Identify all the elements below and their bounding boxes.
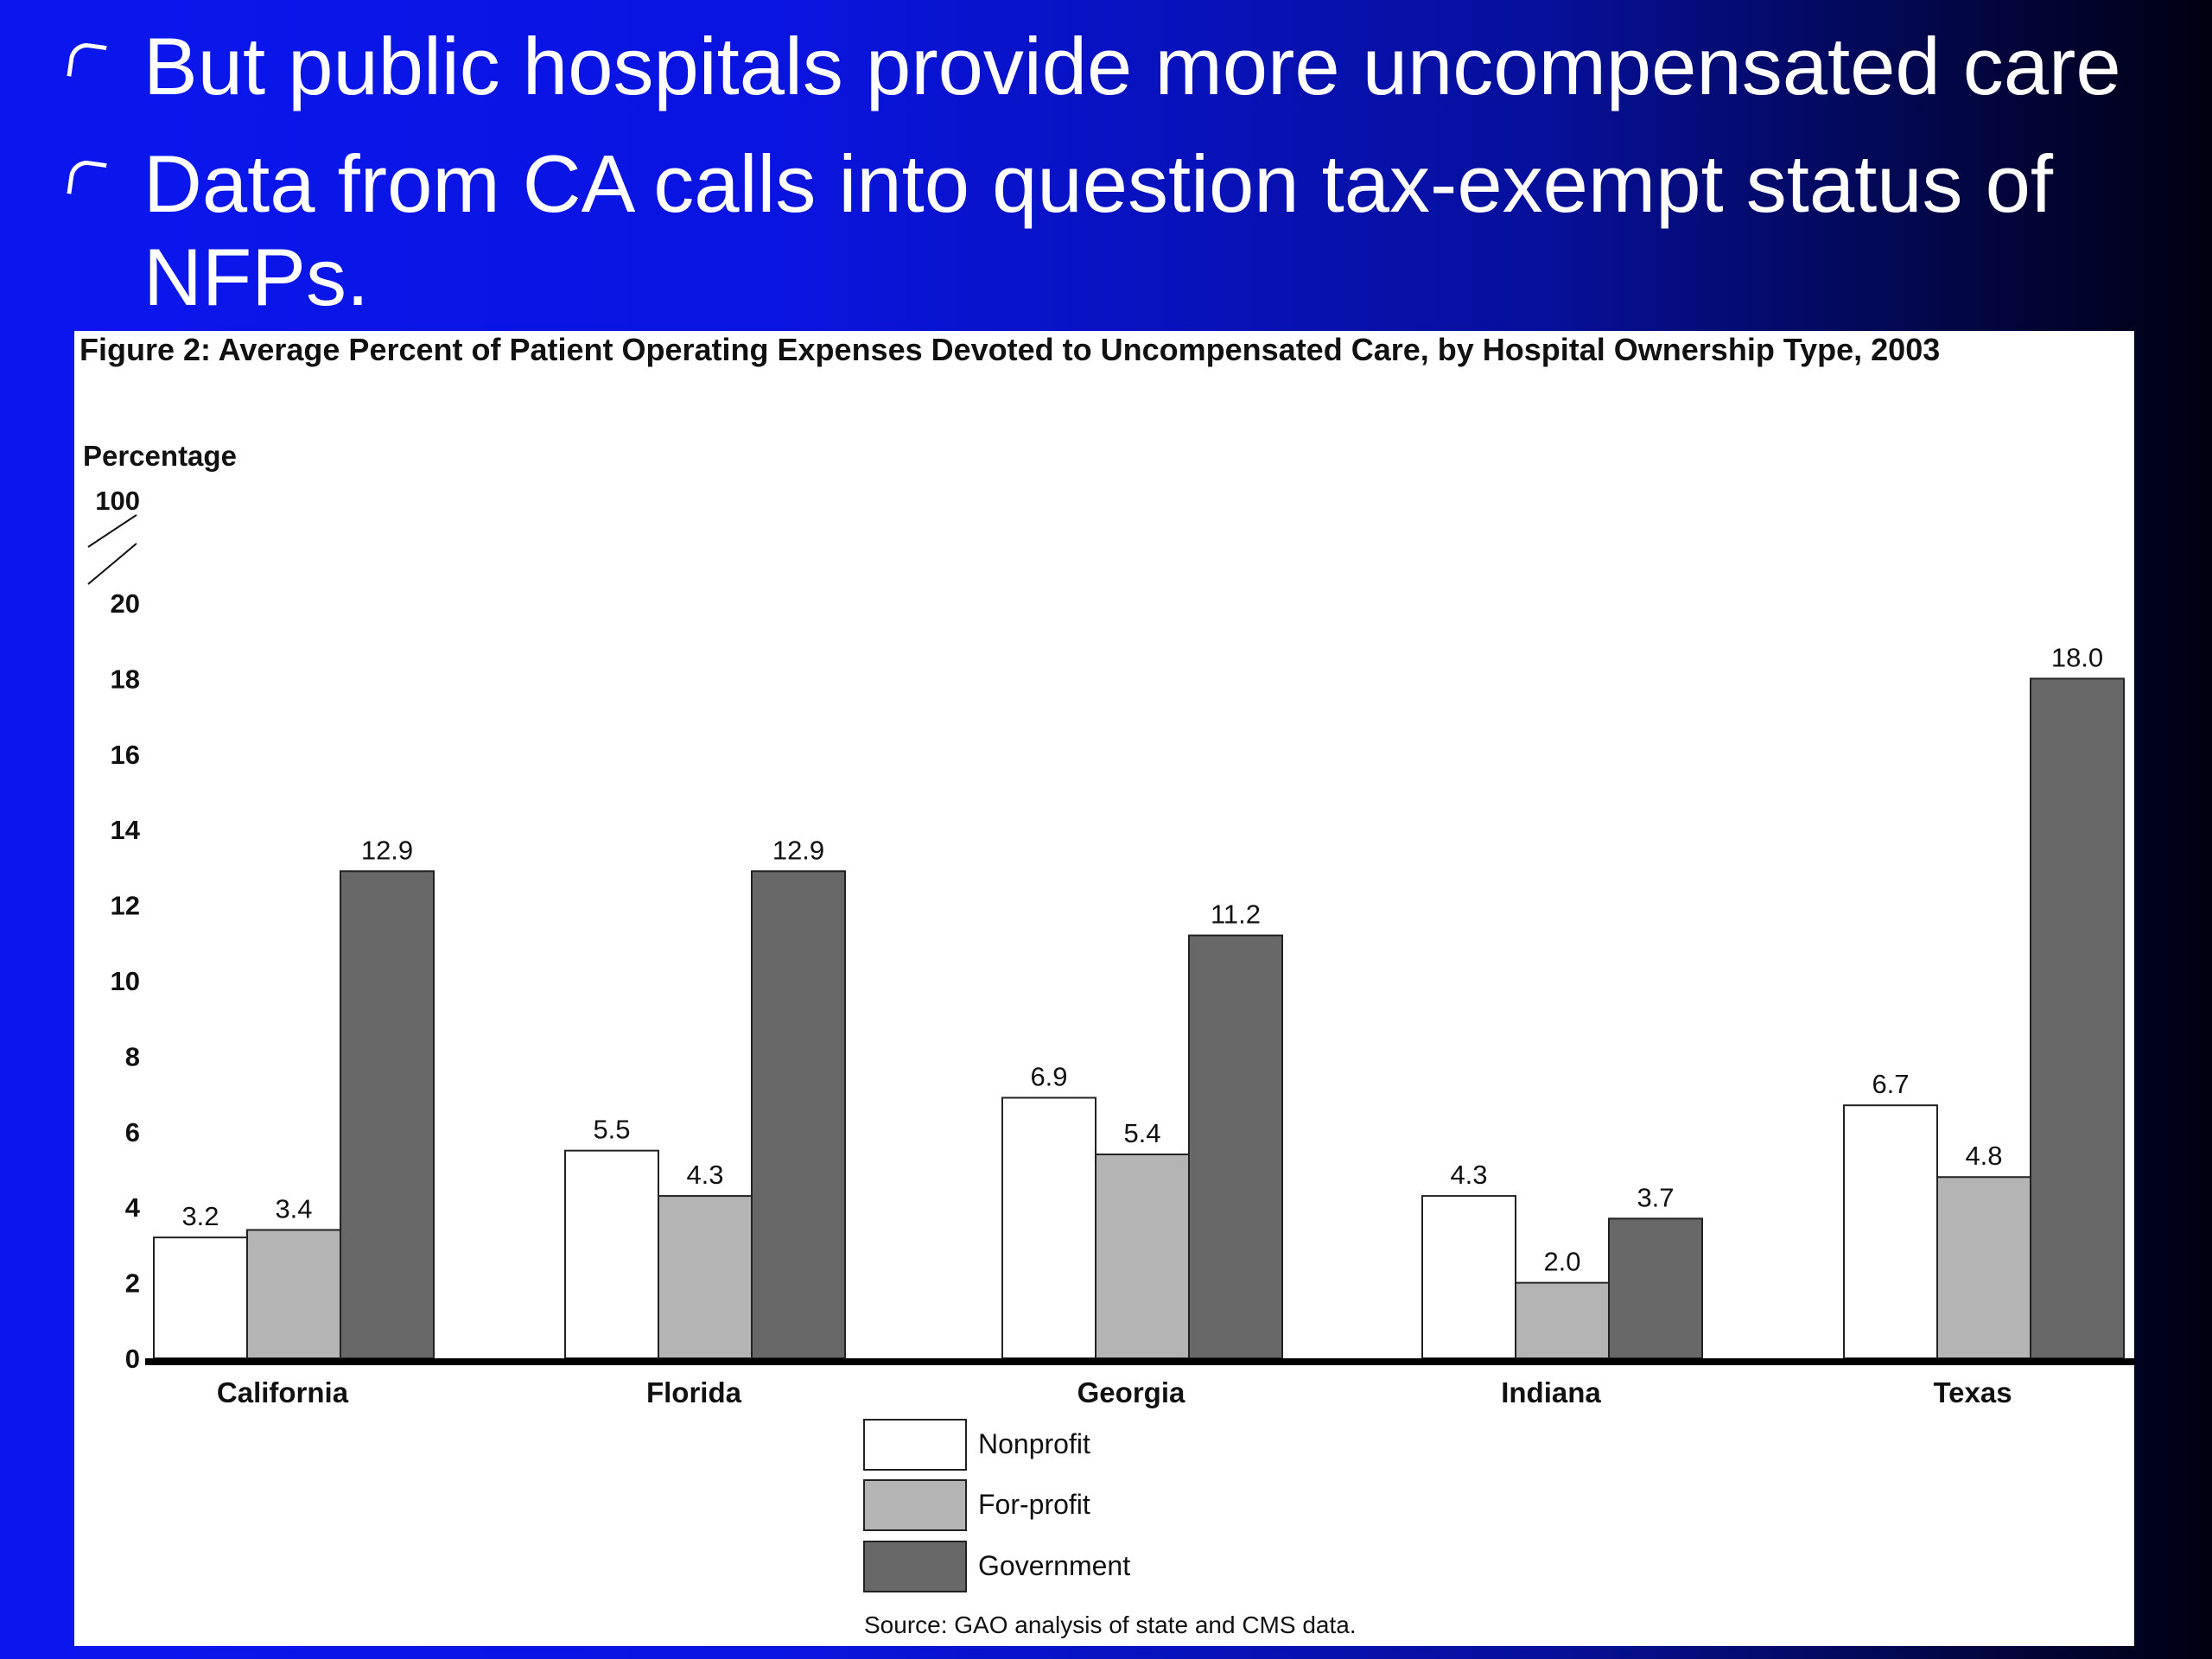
- y-tick-label: 16: [111, 740, 140, 770]
- x-tick-label: Georgia: [1077, 1376, 1185, 1408]
- legend-label: For-profit: [978, 1489, 1090, 1520]
- bar-government: [1188, 934, 1283, 1359]
- data-label: 3.2: [181, 1201, 219, 1231]
- axis-break-mark: [87, 514, 137, 548]
- bar-for-profit: [658, 1195, 753, 1360]
- data-label: 11.2: [1211, 899, 1261, 930]
- legend-label: Nonprofit: [978, 1428, 1090, 1459]
- data-label: 2.0: [1543, 1247, 1580, 1277]
- figure-title: Figure 2: Average Percent of Patient Ope…: [79, 332, 1941, 367]
- x-tick-label: Texas: [1933, 1376, 2012, 1408]
- bullet-text-line-2: NFPs.: [143, 232, 370, 322]
- bar-government: [2030, 677, 2125, 1359]
- bullet-marker-icon: [67, 41, 107, 81]
- data-label: 4.8: [1965, 1141, 2002, 1171]
- data-label: 3.7: [1637, 1182, 1674, 1212]
- y-tick-label: 10: [111, 966, 140, 996]
- data-label: 6.7: [1872, 1069, 1909, 1099]
- bar-chart: 0 2 4 6 8 10 12 14 16 18 20 100 3.2 3.4 12.9 California…: [87, 486, 2134, 1592]
- data-label: 5.4: [1123, 1118, 1160, 1148]
- data-label: 18.0: [2051, 642, 2103, 672]
- y-tick-label: 0: [125, 1344, 140, 1374]
- legend-swatch-for-profit: [863, 1479, 967, 1531]
- bullet-marker-icon: [67, 158, 107, 199]
- data-label: 5.5: [593, 1115, 630, 1145]
- bar-government: [751, 870, 846, 1359]
- y-tick-label: 14: [111, 815, 141, 845]
- bar-government: [340, 870, 435, 1359]
- legend-swatch-government: [863, 1541, 967, 1592]
- legend-swatch-nonprofit: [863, 1419, 967, 1471]
- y-tick-label: 6: [125, 1117, 140, 1147]
- bullet-text-line-1: Data from CA calls into question tax-exe…: [143, 138, 2054, 229]
- bar-nonprofit: [1421, 1195, 1516, 1360]
- bar-nonprofit: [564, 1149, 659, 1360]
- y-tick-label: 2: [125, 1268, 140, 1299]
- y-tick-label: 100: [95, 486, 140, 516]
- bar-nonprofit: [1843, 1104, 1938, 1360]
- data-label: 3.4: [275, 1193, 312, 1224]
- data-label: 12.9: [772, 835, 824, 865]
- y-axis-label: Percentage: [83, 440, 237, 472]
- bar-nonprofit: [153, 1236, 248, 1360]
- bar-for-profit: [1515, 1281, 1610, 1359]
- data-label: 4.3: [1450, 1160, 1487, 1190]
- figure-panel: Figure 2: Average Percent of Patient Ope…: [74, 331, 2134, 1646]
- legend-label: Government: [978, 1550, 1130, 1581]
- x-tick-label: Florida: [646, 1376, 742, 1408]
- x-tick-label: California: [217, 1376, 349, 1408]
- bar-for-profit: [1936, 1176, 2031, 1359]
- source-note: Source: GAO analysis of state and CMS da…: [864, 1611, 1357, 1638]
- y-tick-label: 4: [125, 1192, 141, 1223]
- bar-for-profit: [1095, 1154, 1190, 1360]
- x-tick-label: Indiana: [1501, 1376, 1601, 1408]
- axis-break-mark: [87, 543, 137, 585]
- bar-nonprofit: [1001, 1096, 1096, 1359]
- bar-government: [1608, 1217, 1703, 1360]
- data-label: 12.9: [361, 835, 413, 865]
- data-label: 4.3: [686, 1160, 723, 1190]
- bullet-text: But public hospitals provide more uncomp…: [143, 21, 2121, 111]
- y-tick-label: 8: [125, 1041, 140, 1071]
- y-tick-label: 20: [111, 588, 140, 619]
- data-label: 6.9: [1030, 1061, 1067, 1091]
- bar-for-profit: [246, 1229, 341, 1360]
- y-tick-label: 12: [111, 891, 140, 921]
- y-tick-label: 18: [111, 664, 140, 694]
